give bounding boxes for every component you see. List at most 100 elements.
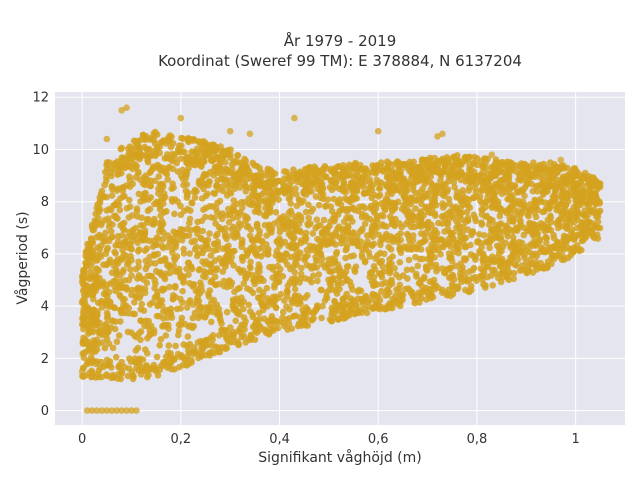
data-point [331, 297, 338, 305]
data-point [222, 253, 230, 261]
data-point [279, 185, 287, 192]
data-point [264, 251, 272, 258]
data-point [145, 371, 152, 379]
data-point [466, 184, 473, 191]
data-point [210, 171, 217, 179]
y-axis-title: Vågperiod (s) [14, 211, 31, 304]
data-point [338, 237, 346, 244]
data-point [124, 372, 132, 380]
data-point [211, 281, 219, 288]
data-point [336, 264, 343, 272]
data-point [573, 242, 581, 249]
data-point [271, 220, 278, 227]
data-point [195, 266, 203, 274]
data-point [572, 187, 579, 194]
data-point [162, 332, 170, 339]
data-point [462, 234, 469, 242]
data-point [397, 290, 404, 298]
data-point [426, 253, 434, 261]
data-point [547, 218, 555, 226]
data-point [486, 244, 493, 252]
data-point [439, 243, 447, 251]
data-point [230, 170, 237, 178]
data-point [356, 228, 364, 235]
data-point [235, 220, 243, 227]
data-point [266, 198, 274, 205]
data-point [308, 316, 316, 324]
data-point [434, 157, 442, 165]
data-point [293, 191, 300, 198]
data-point [358, 210, 366, 218]
data-point [396, 162, 403, 170]
data-point [550, 198, 557, 206]
data-point [504, 195, 511, 203]
data-point [352, 165, 360, 173]
data-point [90, 295, 97, 303]
data-point [193, 243, 200, 251]
data-point [352, 263, 360, 271]
data-point [504, 163, 511, 170]
data-point [450, 276, 458, 283]
data-point [332, 179, 340, 187]
data-point [121, 238, 128, 246]
data-point [88, 407, 96, 414]
data-point [511, 226, 518, 234]
data-point [156, 342, 163, 349]
data-point [210, 214, 218, 222]
data-point [359, 183, 367, 190]
data-point [156, 228, 163, 236]
data-point [433, 265, 440, 272]
data-point [113, 407, 120, 414]
data-point [311, 308, 318, 316]
data-point [148, 272, 156, 280]
data-point [95, 329, 103, 336]
data-point [113, 266, 120, 274]
data-point [111, 159, 119, 167]
data-point [464, 217, 471, 224]
data-point [177, 114, 185, 122]
data-point [414, 262, 422, 270]
data-point [157, 336, 165, 343]
data-point [158, 194, 165, 201]
data-point [373, 252, 381, 259]
data-point [342, 314, 349, 322]
data-point [336, 273, 343, 281]
data-point [104, 260, 111, 268]
data-point [571, 165, 579, 172]
data-point [548, 175, 556, 182]
data-point [315, 271, 323, 278]
data-point [266, 178, 274, 185]
data-point [123, 407, 130, 414]
data-point [264, 165, 272, 173]
data-point [136, 355, 144, 363]
data-point [549, 193, 557, 201]
data-point [163, 154, 171, 162]
data-point [222, 159, 229, 166]
data-point [432, 189, 439, 197]
chart-title-line-1: År 1979 - 2019 [284, 31, 397, 50]
data-point [230, 197, 237, 204]
data-point [263, 210, 270, 218]
data-point [241, 155, 248, 163]
data-point [137, 229, 145, 237]
data-point [404, 275, 411, 282]
data-point [231, 185, 239, 192]
data-point [220, 330, 227, 338]
data-point [109, 233, 116, 241]
data-point [531, 240, 538, 247]
data-point [291, 275, 299, 282]
data-point [290, 166, 297, 173]
data-point [370, 206, 377, 213]
data-point [386, 175, 394, 183]
data-point [361, 204, 369, 212]
data-point [459, 229, 466, 236]
data-point [155, 235, 162, 243]
data-point [125, 310, 132, 317]
data-point [521, 251, 528, 258]
data-point [375, 231, 383, 239]
data-point [248, 201, 256, 209]
data-point [242, 162, 249, 169]
data-point [269, 299, 277, 307]
data-point [370, 223, 378, 230]
data-point [126, 177, 134, 184]
